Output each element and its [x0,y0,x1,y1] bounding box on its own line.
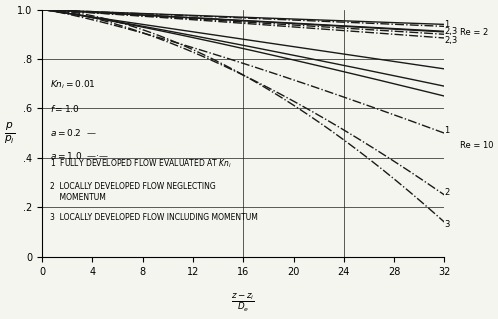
Text: $Kn_i = 0.01$

$f = 1.0$

$a = 0.2$  —

$a = 1.0$  —·—: $Kn_i = 0.01$ $f = 1.0$ $a = 0.2$ — $a =… [50,79,109,161]
Text: $\frac{z - z_i}{D_e}$: $\frac{z - z_i}{D_e}$ [231,292,255,314]
Text: 2: 2 [445,188,450,197]
Text: 2,3: 2,3 [445,36,458,45]
Text: 1: 1 [445,20,450,29]
Text: 1  FULLY DEVELOPED FLOW EVALUATED AT $Kn_i$

2  LOCALLY DEVELOPED FLOW NEGLECTIN: 1 FULLY DEVELOPED FLOW EVALUATED AT $Kn_… [50,158,258,222]
Text: 1: 1 [445,126,450,135]
Text: Re = 2: Re = 2 [460,28,488,37]
Text: 2,3: 2,3 [445,27,458,36]
Text: $\frac{p}{p_i}$: $\frac{p}{p_i}$ [4,121,15,146]
Text: Re = 10: Re = 10 [460,141,493,150]
Text: 3: 3 [445,220,450,229]
